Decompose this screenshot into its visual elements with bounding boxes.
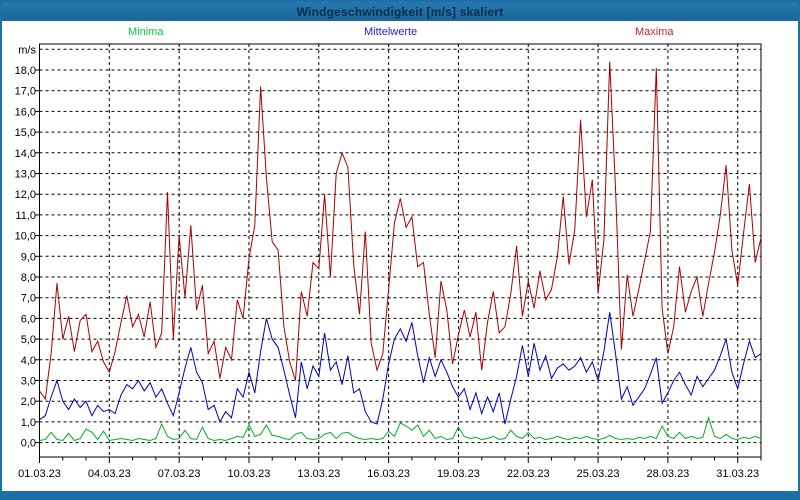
svg-text:10.03.23: 10.03.23 xyxy=(228,468,271,480)
svg-text:22.03.23: 22.03.23 xyxy=(507,468,550,480)
legend-minima-label: Minima xyxy=(128,26,164,38)
svg-text:5,0: 5,0 xyxy=(21,334,36,346)
svg-text:10,0: 10,0 xyxy=(15,231,36,243)
svg-text:07.03.23: 07.03.23 xyxy=(158,468,201,480)
svg-text:3,0: 3,0 xyxy=(21,376,36,388)
wind-speed-chart: 01.03.23 04.03.23 07.03.23 10.03.23 13.03.23… xyxy=(15,43,762,480)
svg-text:19.03.23: 19.03.23 xyxy=(437,468,480,480)
svg-text:m/s: m/s xyxy=(18,44,36,56)
svg-text:6,0: 6,0 xyxy=(21,313,36,325)
svg-text:18,0: 18,0 xyxy=(15,65,36,77)
svg-text:9,0: 9,0 xyxy=(21,251,36,263)
svg-text:7,0: 7,0 xyxy=(21,293,36,305)
svg-text:15,0: 15,0 xyxy=(15,127,36,139)
svg-text:17,0: 17,0 xyxy=(15,86,36,98)
svg-text:04.03.23: 04.03.23 xyxy=(88,468,131,480)
chart-area: Minima Mittelwerte Maxima 01.03.23 04.03.… xyxy=(2,21,798,491)
svg-text:28.03.23: 28.03.23 xyxy=(646,468,689,480)
svg-text:8,0: 8,0 xyxy=(21,272,36,284)
svg-text:01.03.23: 01.03.23 xyxy=(18,468,61,480)
window-bottom-bar xyxy=(2,491,798,498)
svg-text:16,0: 16,0 xyxy=(15,106,36,118)
svg-text:14,0: 14,0 xyxy=(15,148,36,160)
svg-text:12,0: 12,0 xyxy=(15,189,36,201)
legend-maxima-label: Maxima xyxy=(635,26,674,38)
svg-text:1,0: 1,0 xyxy=(21,417,36,429)
svg-text:13.03.23: 13.03.23 xyxy=(297,468,340,480)
window-titlebar[interactable]: Windgeschwindigkeit [m/s] skaliert xyxy=(2,2,798,21)
svg-text:4,0: 4,0 xyxy=(21,355,36,367)
svg-text:13,0: 13,0 xyxy=(15,169,36,181)
svg-text:2,0: 2,0 xyxy=(21,396,36,408)
legend-mittelwerte-label: Mittelwerte xyxy=(364,26,418,38)
svg-text:16.03.23: 16.03.23 xyxy=(367,468,410,480)
svg-text:0,0: 0,0 xyxy=(21,438,36,450)
svg-text:31.03.23: 31.03.23 xyxy=(716,468,759,480)
svg-text:11,0: 11,0 xyxy=(15,210,36,222)
svg-text:25.03.23: 25.03.23 xyxy=(577,468,620,480)
window-title: Windgeschwindigkeit [m/s] skaliert xyxy=(296,4,504,19)
